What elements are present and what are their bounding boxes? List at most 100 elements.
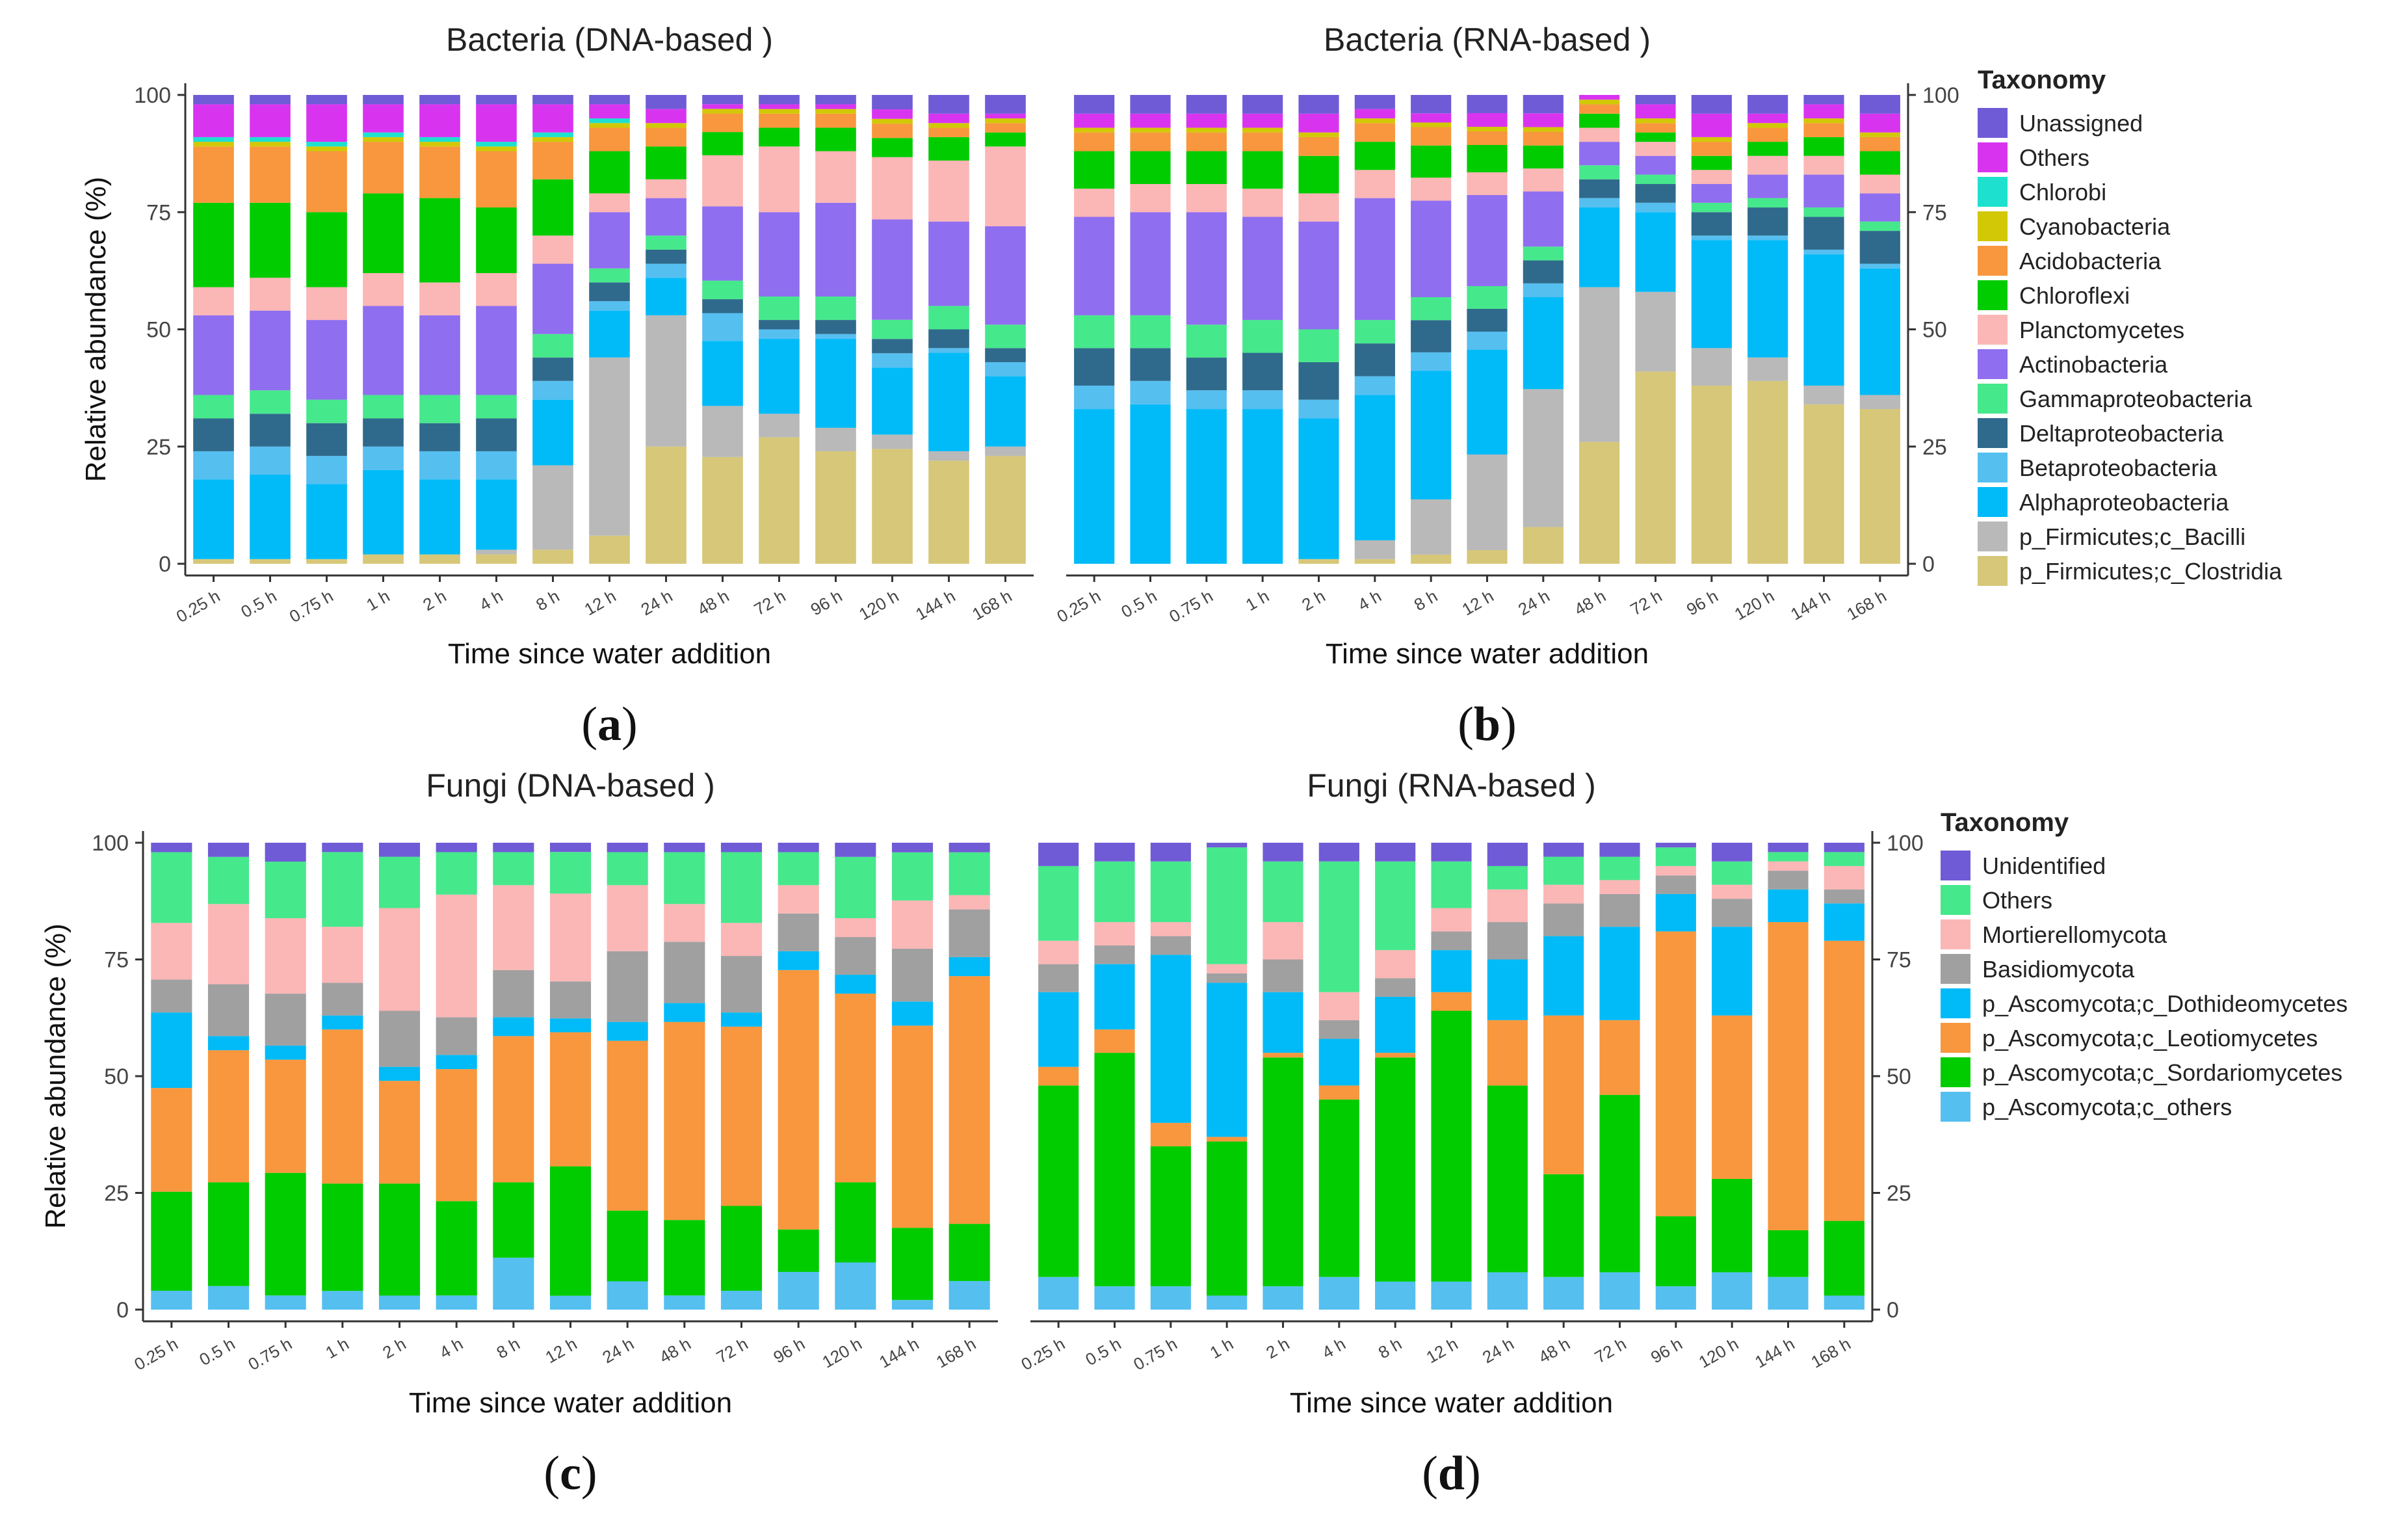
bar-segment-chloroflexi	[1747, 142, 1788, 156]
legend-swatch	[1978, 556, 2008, 586]
bar-segment-p-firmicutes-c-bacilli	[702, 406, 743, 457]
bar-segment-unidentified	[1543, 843, 1584, 857]
legend-label: Deltaproteobacteria	[2019, 420, 2224, 447]
bar-segment-p-ascomycota-c-dothideomycetes	[1543, 936, 1584, 1016]
legends: Taxonomy Unassigned Others Chlorobi Cyanobac…	[1941, 66, 2348, 1122]
bar-segment-p-ascomycota-c-sordariomycetes	[1038, 1085, 1079, 1277]
bar-segment-actinobacteria	[1523, 191, 1564, 247]
bar-segment-chloroflexi	[419, 198, 460, 283]
bar-segment-p-ascomycota-c-sordariomycetes	[322, 1183, 363, 1291]
bar-segment-unidentified	[1318, 843, 1359, 862]
bar-segment-actinobacteria	[1354, 198, 1395, 321]
bar-stack-0-5-h	[250, 95, 291, 564]
bar-segment-unidentified	[1824, 843, 1865, 852]
bar-segment-acidobacteria	[1691, 142, 1732, 156]
bar-segment-acidobacteria	[1242, 132, 1283, 152]
legend-item-others: Others	[1941, 885, 2052, 915]
bar-segment-p-ascomycota-c-others	[1824, 1295, 1865, 1310]
bar-segment-deltaproteobacteria	[1803, 217, 1844, 250]
bar-segment-gammaproteobacteria	[1411, 297, 1452, 321]
bar-segment-p-firmicutes-c-clostridia	[1691, 386, 1732, 564]
bar-stack-8-h	[1375, 843, 1416, 1310]
bar-segment-unidentified	[607, 843, 648, 852]
bar-segment-p-ascomycota-c-dothideomycetes	[151, 1012, 192, 1089]
bar-segment-p-firmicutes-c-clostridia	[646, 446, 687, 564]
bar-segment-alphaproteobacteria	[1130, 404, 1171, 564]
bar-segment-p-firmicutes-c-clostridia	[1859, 409, 1900, 564]
bar-segment-gammaproteobacteria	[250, 390, 291, 414]
y-tick-label: 50	[146, 318, 171, 343]
bar-stack-24-h	[1487, 843, 1528, 1310]
bar-segment-others	[1768, 852, 1809, 862]
bar-segment-p-ascomycota-c-sordariomycetes	[607, 1210, 648, 1282]
bar-stack-120-h	[1712, 843, 1753, 1310]
bar-segment-chloroflexi	[1411, 145, 1452, 178]
legend-swatch	[1941, 851, 1970, 880]
bar-segment-unassigned	[1691, 95, 1732, 114]
bar-segment-actinobacteria	[1635, 155, 1676, 175]
bar-segment-acidobacteria	[1859, 137, 1900, 152]
bar-segment-p-firmicutes-c-bacilli	[1354, 540, 1395, 559]
bar-segment-p-ascomycota-c-others	[607, 1281, 648, 1310]
bar-segment-p-firmicutes-c-clostridia	[306, 559, 347, 564]
bar-segment-unidentified	[720, 843, 763, 852]
bar-segment-unassigned	[1411, 95, 1452, 114]
bar-segment-chlorobi	[589, 118, 630, 124]
bar-segment-unassigned	[1130, 95, 1171, 114]
bar-segment-deltaproteobacteria	[306, 423, 347, 456]
bar-segment-p-ascomycota-c-sordariomycetes	[549, 1166, 592, 1296]
bar-segment-unassigned	[193, 95, 234, 105]
legend-swatch	[1978, 246, 2008, 276]
bar-segment-p-ascomycota-c-sordariomycetes	[436, 1201, 477, 1296]
bar-segment-cyanobacteria	[646, 123, 687, 128]
bar-segment-alphaproteobacteria	[1074, 409, 1115, 564]
bar-segment-chloroflexi	[1354, 142, 1395, 170]
bar-stack-144-h	[1768, 843, 1809, 1310]
bar-segment-mortierellomycota	[1094, 922, 1135, 945]
bar-segment-p-ascomycota-c-dothideomycetes	[891, 1001, 934, 1026]
bar-segment-gammaproteobacteria	[1354, 320, 1395, 344]
bar-segment-others	[1579, 95, 1620, 100]
bar-segment-p-firmicutes-c-bacilli	[646, 315, 687, 447]
bar-segment-cyanobacteria	[1130, 127, 1171, 133]
bar-segment-cyanobacteria	[363, 137, 404, 142]
bar-segment-deltaproteobacteria	[419, 423, 460, 451]
bar-segment-cyanobacteria	[815, 109, 856, 114]
bar-stack-48-h	[1543, 843, 1584, 1310]
bar-segment-p-firmicutes-c-bacilli	[759, 414, 800, 438]
bar-stack-1-h	[363, 95, 404, 564]
bar-segment-unassigned	[363, 95, 404, 105]
bar-segment-chloroflexi	[1467, 145, 1508, 172]
bar-segment-others	[207, 856, 250, 905]
legend-item-chloroflexi: Chloroflexi	[1978, 280, 2130, 310]
bar-segment-others	[1354, 109, 1395, 119]
bar-segment-p-ascomycota-c-sordariomycetes	[891, 1228, 934, 1301]
bar-segment-p-ascomycota-c-others	[1094, 1286, 1135, 1310]
bar-segment-others	[928, 113, 969, 124]
bar-segment-p-firmicutes-c-clostridia	[985, 456, 1026, 564]
bar-segment-mortierellomycota	[1431, 908, 1472, 932]
bar-segment-p-ascomycota-c-dothideomycetes	[436, 1055, 477, 1070]
bar-segment-acidobacteria	[193, 146, 234, 203]
bar-segment-p-ascomycota-c-leotiomycetes	[1599, 1020, 1640, 1095]
bar-segment-p-ascomycota-c-leotiomycetes	[493, 1036, 534, 1183]
bar-segment-others	[589, 104, 630, 119]
bar-segment-actinobacteria	[815, 202, 856, 297]
bar-segment-acidobacteria	[759, 113, 800, 128]
bar-segment-actinobacteria	[532, 263, 573, 334]
bar-segment-mortierellomycota	[607, 885, 648, 951]
bar-segment-others	[1635, 104, 1676, 119]
bar-segment-basidiomycota	[1824, 889, 1865, 904]
legend-item-cyanobacteria: Cyanobacteria	[1978, 211, 2171, 241]
bar-segment-basidiomycota	[1094, 945, 1135, 964]
bar-segment-mortierellomycota	[151, 923, 192, 980]
bar-segment-others	[949, 852, 990, 895]
bar-segment-others	[1487, 865, 1528, 890]
bar-segment-cyanobacteria	[928, 123, 969, 128]
legend-item-unidentified: Unidentified	[1941, 851, 2106, 880]
bar-segment-gammaproteobacteria	[476, 395, 517, 419]
legend-label: Betaproteobacteria	[2019, 455, 2218, 481]
bar-segment-p-ascomycota-c-sordariomycetes	[1318, 1099, 1359, 1277]
bar-segment-p-firmicutes-c-clostridia	[872, 449, 913, 564]
